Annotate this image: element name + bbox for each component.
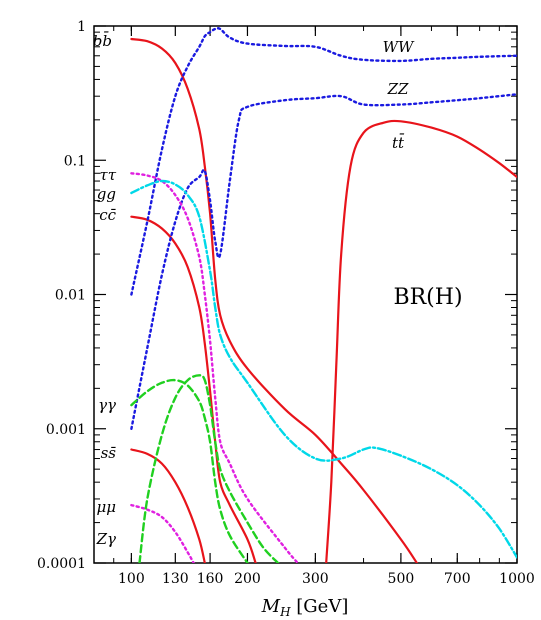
series-label: γγ (98, 396, 116, 414)
y-tick-label: 0.0001 (37, 556, 86, 572)
series-line (130, 503, 195, 563)
series-label: ZZ (387, 80, 409, 98)
series-line (138, 374, 280, 563)
series-line (130, 215, 257, 563)
y-tick-label: 0.001 (46, 422, 86, 438)
series-label: ss̄ (101, 444, 117, 462)
x-tick-label: 500 (388, 571, 415, 587)
series-line (130, 448, 206, 563)
series-label: tt̄ (392, 134, 405, 152)
x-tick-label: 100 (118, 571, 145, 587)
series-label: WW (383, 38, 415, 56)
series-line (130, 27, 517, 296)
series-line (325, 119, 517, 563)
x-tick-label: 160 (197, 571, 224, 587)
series-label: cc̄ (99, 206, 116, 224)
series-line (130, 378, 249, 563)
series-label: Zγ (96, 530, 116, 548)
y-tick-label: 0.01 (55, 288, 86, 304)
y-tick-label: 0.1 (64, 153, 86, 169)
series-labels: bb̄ cc̄ ss̄ tt̄ WW ZZ ττ μμ gg γγ Zγ (93, 32, 415, 548)
series-label: μμ (97, 498, 117, 516)
series-label: bb̄ (93, 32, 112, 50)
x-tick-label: 1000 (499, 571, 535, 587)
x-tick-label: 700 (444, 571, 471, 587)
x-tick-label: 300 (302, 571, 329, 587)
series-group (130, 27, 517, 563)
series-line (130, 37, 418, 563)
series-line (130, 179, 517, 559)
series-label: gg (97, 185, 116, 203)
series-label: ττ (99, 166, 116, 184)
series-line (130, 93, 517, 430)
x-tick-label: 200 (234, 571, 261, 587)
br-annotation: BR(H) (393, 285, 462, 310)
y-tick-label: 1 (77, 19, 86, 35)
x-axis-title: MH [GeV] (261, 596, 349, 619)
x-tick-label: 130 (162, 571, 189, 587)
